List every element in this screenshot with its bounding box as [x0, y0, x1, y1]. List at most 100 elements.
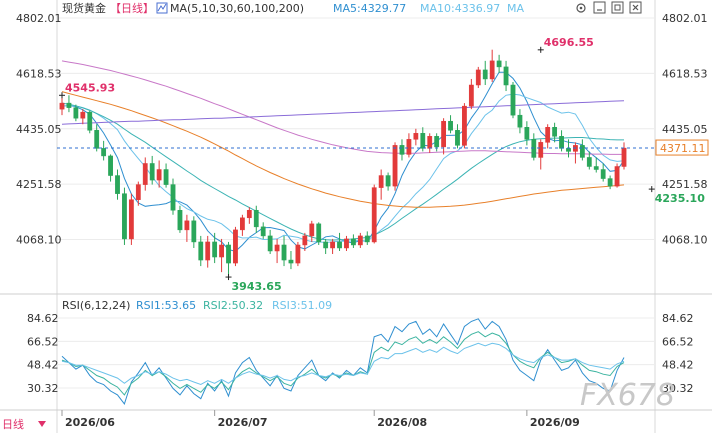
candle[interactable] — [434, 133, 440, 152]
candle[interactable] — [552, 122, 558, 143]
candle[interactable] — [385, 172, 391, 191]
candle[interactable] — [80, 109, 86, 125]
candle[interactable] — [302, 232, 308, 251]
ma-line-ma100[interactable] — [61, 91, 625, 208]
candle[interactable] — [468, 78, 474, 110]
candle[interactable] — [357, 232, 363, 248]
candle[interactable] — [87, 110, 93, 134]
candle[interactable] — [503, 60, 509, 92]
candle[interactable] — [573, 142, 578, 164]
candle[interactable] — [170, 178, 176, 215]
candle[interactable] — [455, 124, 460, 149]
candle[interactable] — [198, 235, 204, 267]
candle[interactable] — [142, 157, 148, 191]
candle[interactable] — [288, 250, 294, 270]
candle[interactable] — [371, 184, 377, 244]
candle[interactable] — [184, 214, 190, 242]
ma-line-ma5[interactable] — [61, 71, 625, 252]
candle[interactable] — [489, 49, 495, 82]
candle[interactable] — [267, 229, 273, 255]
candle[interactable] — [524, 121, 530, 146]
candle[interactable] — [517, 109, 523, 134]
candle[interactable] — [295, 241, 301, 267]
candle[interactable] — [337, 232, 342, 251]
candle[interactable] — [309, 220, 315, 242]
rsi-lines[interactable] — [61, 318, 625, 405]
minimize-icon[interactable] — [593, 1, 606, 14]
ma-line-ma60[interactable] — [61, 60, 624, 155]
restore-icon[interactable] — [611, 1, 624, 14]
candle[interactable] — [66, 95, 72, 113]
candle[interactable] — [510, 81, 516, 119]
rsi-line-rsi1[interactable] — [61, 318, 625, 405]
candle[interactable] — [274, 238, 280, 264]
candle[interactable] — [156, 160, 162, 188]
ma-indicator-label[interactable]: MA(5,10,30,60,100,200) — [170, 2, 304, 15]
candle[interactable] — [281, 235, 287, 267]
candle[interactable] — [122, 187, 127, 245]
candle[interactable] — [212, 232, 218, 264]
candle[interactable] — [330, 238, 335, 255]
candle[interactable] — [427, 133, 433, 153]
moving-average-lines[interactable] — [61, 60, 625, 252]
candle[interactable] — [364, 231, 370, 245]
candle[interactable] — [586, 151, 592, 170]
candle[interactable] — [441, 118, 447, 155]
candle[interactable] — [531, 133, 537, 161]
candle[interactable] — [135, 181, 141, 206]
candle[interactable] — [115, 169, 120, 200]
candle[interactable] — [94, 124, 100, 152]
candle[interactable] — [246, 207, 252, 224]
candle[interactable] — [316, 222, 322, 245]
candle[interactable] — [579, 139, 585, 161]
candle[interactable] — [226, 241, 231, 277]
candle[interactable] — [108, 154, 113, 182]
period-selector[interactable]: 日线 — [2, 417, 46, 431]
candle[interactable] — [406, 133, 412, 158]
candle[interactable] — [420, 127, 426, 152]
candle[interactable] — [253, 205, 259, 233]
candle[interactable] — [205, 235, 211, 268]
ma-line-ma200[interactable] — [61, 100, 625, 125]
candle[interactable] — [399, 139, 405, 161]
candle[interactable] — [482, 60, 488, 86]
candle[interactable] — [475, 66, 481, 89]
candle[interactable] — [607, 175, 613, 190]
candle[interactable] — [545, 124, 551, 149]
ma-line-ma10[interactable] — [61, 93, 625, 244]
candle[interactable] — [149, 155, 155, 185]
candle[interactable] — [163, 163, 169, 188]
candle[interactable] — [344, 235, 349, 251]
candle[interactable] — [378, 169, 384, 200]
candle[interactable] — [448, 115, 453, 134]
candle[interactable] — [392, 142, 398, 191]
settings-icon[interactable] — [576, 3, 586, 13]
candle[interactable] — [538, 139, 544, 170]
candle[interactable] — [101, 140, 107, 161]
candle[interactable] — [233, 226, 238, 267]
candle[interactable] — [128, 193, 134, 245]
candle[interactable] — [260, 222, 266, 239]
candle[interactable] — [413, 128, 419, 146]
candle[interactable] — [600, 163, 606, 182]
candle[interactable] — [462, 103, 467, 149]
candle[interactable] — [177, 205, 183, 233]
period-label[interactable]: 【日线】 — [110, 1, 154, 15]
candle[interactable] — [351, 234, 356, 248]
candle[interactable] — [496, 54, 502, 73]
candle[interactable] — [191, 216, 197, 248]
rsi-indicator-label[interactable]: RSI(6,12,24) — [62, 299, 130, 312]
candle[interactable] — [239, 214, 245, 236]
candle[interactable] — [323, 238, 329, 255]
candle[interactable] — [73, 104, 79, 122]
candle[interactable] — [614, 163, 620, 188]
ma-line-ma30[interactable] — [61, 102, 624, 241]
candle[interactable] — [59, 97, 65, 116]
close-icon[interactable] — [629, 1, 642, 14]
candle[interactable] — [219, 238, 224, 273]
candlesticks[interactable] — [59, 49, 627, 277]
chart-type-icon[interactable] — [156, 2, 168, 14]
rsi-line-rsi3[interactable] — [61, 342, 625, 386]
candle[interactable] — [593, 157, 599, 173]
candle[interactable] — [621, 142, 627, 170]
